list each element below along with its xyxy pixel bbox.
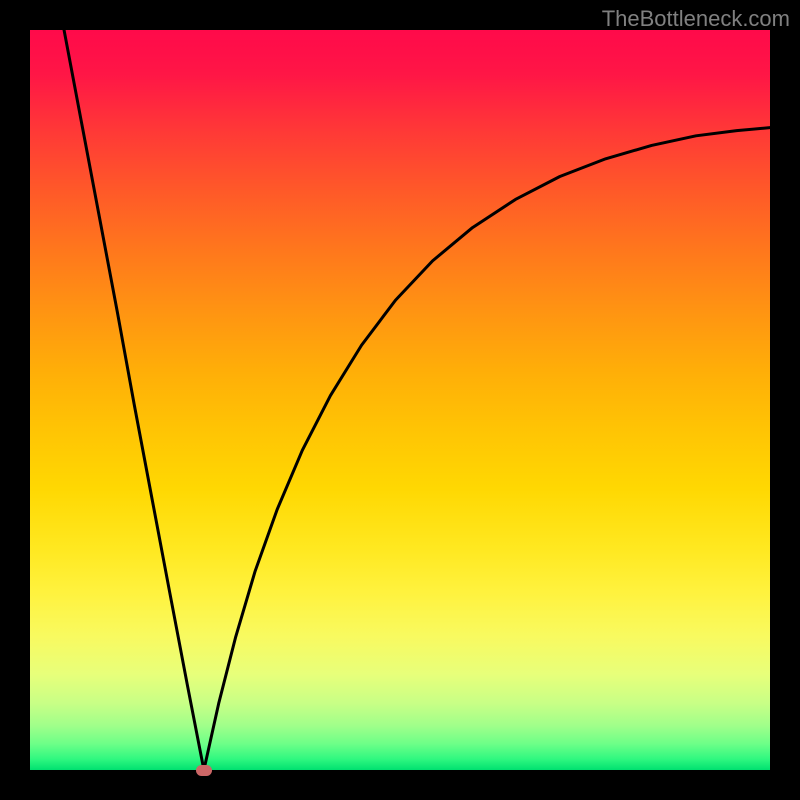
watermark-text: TheBottleneck.com bbox=[602, 6, 790, 32]
plot-area bbox=[30, 30, 770, 770]
curve-minimum-marker bbox=[196, 765, 212, 776]
bottleneck-curve bbox=[30, 30, 770, 770]
chart-stage: TheBottleneck.com bbox=[0, 0, 800, 800]
curve-left-branch bbox=[64, 30, 204, 770]
curve-right-branch bbox=[204, 128, 770, 770]
